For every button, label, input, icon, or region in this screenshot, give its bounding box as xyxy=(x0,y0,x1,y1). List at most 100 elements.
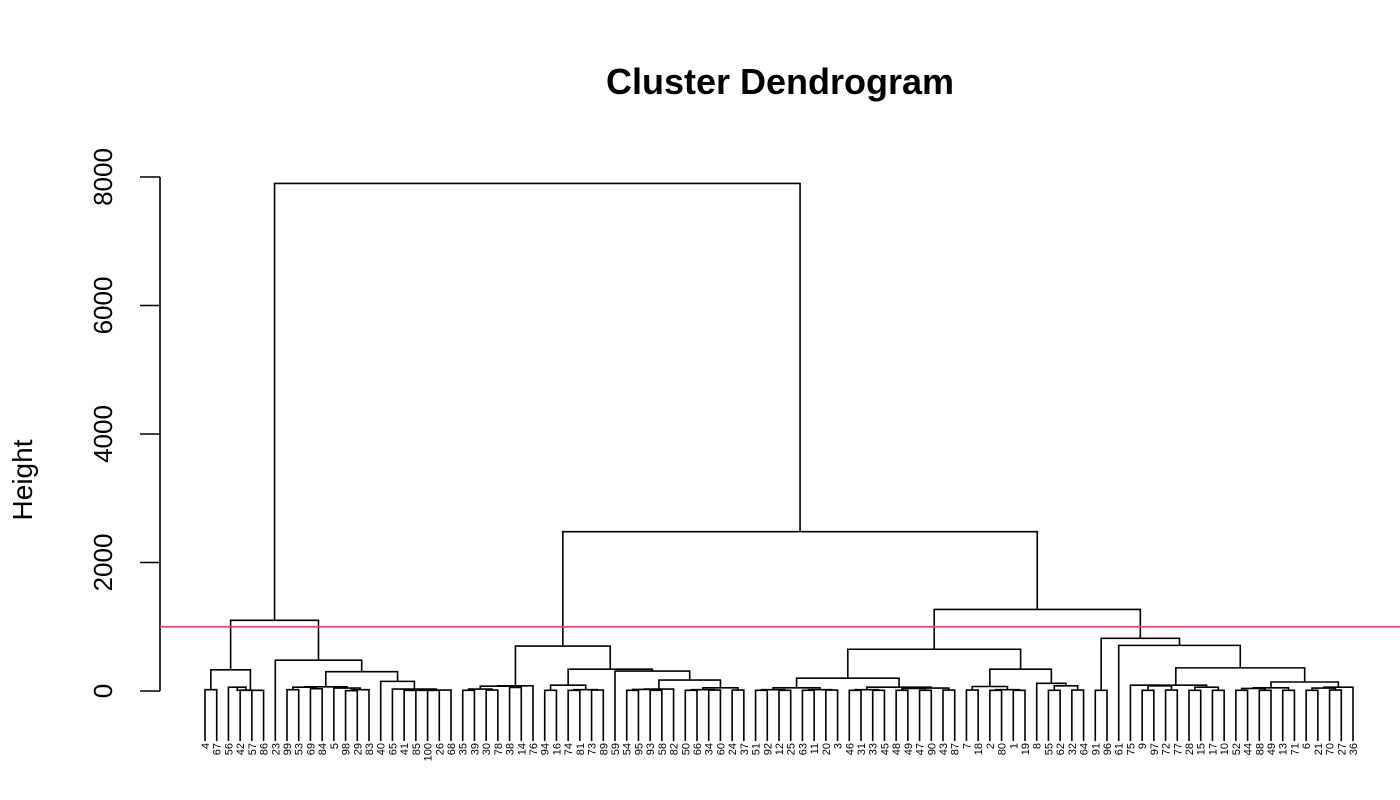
dendrogram-link xyxy=(643,688,675,741)
dendrogram-link xyxy=(871,689,886,741)
leaf-label: 1 xyxy=(1008,743,1020,749)
leaf-label: 82 xyxy=(669,743,681,755)
dendrogram-link xyxy=(1328,689,1343,741)
dendrogram-link xyxy=(942,689,956,741)
dendrogram-link xyxy=(989,689,1003,741)
dendrogram-link xyxy=(965,689,979,741)
leaf-label: 58 xyxy=(657,743,669,755)
leaf-label: 7 xyxy=(961,743,973,749)
leaf-label: 26 xyxy=(434,743,446,755)
dendrogram-link xyxy=(649,689,663,741)
leaf-label: 77 xyxy=(1172,743,1184,755)
dendrogram-link xyxy=(1145,684,1208,688)
leaf-label: 85 xyxy=(411,743,423,755)
leaf-label: 21 xyxy=(1313,743,1325,755)
leaf-label: 42 xyxy=(235,743,247,755)
leaf-label: 90 xyxy=(926,743,938,755)
leaf-label: 49 xyxy=(1266,743,1278,755)
leaf-label: 19 xyxy=(1020,743,1032,755)
leaf-label: 86 xyxy=(259,743,271,755)
leaf-label: 76 xyxy=(528,743,540,755)
dendrogram-link xyxy=(847,648,1022,679)
leaf-label: 13 xyxy=(1278,743,1290,755)
dendrogram-link xyxy=(848,689,862,741)
dendrogram-link xyxy=(1188,689,1202,741)
dendrogram-link xyxy=(273,182,801,621)
leaf-label: 10 xyxy=(1219,743,1231,755)
dendrogram-link xyxy=(1047,689,1061,741)
dendrogram-link xyxy=(754,689,769,741)
leaf-label: 73 xyxy=(587,743,599,755)
leaf-label: 6 xyxy=(1301,743,1313,749)
leaf-label: 39 xyxy=(469,743,481,755)
dendrogram-link xyxy=(1164,689,1179,741)
leaf-label: 43 xyxy=(938,743,950,755)
leaf-label: 15 xyxy=(1196,743,1208,755)
dendrogram-link xyxy=(1235,689,1249,741)
leaf-label: 83 xyxy=(364,743,376,755)
leaf-label: 56 xyxy=(223,743,235,755)
leaf-label: 33 xyxy=(868,743,880,755)
leaf-label: 74 xyxy=(563,743,575,755)
dendrogram-link xyxy=(625,689,640,741)
leaf-label: 31 xyxy=(856,743,868,755)
dendrogram-link xyxy=(778,689,792,741)
dendrogram-link xyxy=(350,688,370,741)
leaf-label: 71 xyxy=(1289,743,1301,755)
leaf-label: 61 xyxy=(1114,743,1126,755)
leaf-label: 23 xyxy=(270,743,282,755)
dendrogram-link xyxy=(420,689,452,741)
dendrogram-link xyxy=(461,689,476,741)
dendrogram-link xyxy=(658,679,722,690)
dendrogram-link xyxy=(631,688,657,691)
dendrogram-link xyxy=(204,688,218,741)
dendrogram-link xyxy=(333,687,362,741)
leaf-label: 80 xyxy=(997,743,1009,755)
leaf-label: 27 xyxy=(1336,743,1348,755)
leaf-label: 67 xyxy=(212,743,224,755)
dendrogram-link xyxy=(760,688,786,691)
leaf-label: 89 xyxy=(598,743,610,755)
leaf-label: 38 xyxy=(505,743,517,755)
leaf-label: 52 xyxy=(1231,743,1243,755)
dendrogram-link xyxy=(325,670,399,687)
leaf-label: 44 xyxy=(1243,743,1255,755)
y-axis-label: Height xyxy=(7,439,38,520)
leaf-label: 91 xyxy=(1090,743,1102,755)
leaf-label: 65 xyxy=(387,743,399,755)
leaf-label: 28 xyxy=(1184,743,1196,755)
leaf-label: 87 xyxy=(950,743,962,755)
leaf-label: 92 xyxy=(762,743,774,755)
dendrogram-link xyxy=(508,686,523,741)
chart-title: Cluster Dendrogram xyxy=(606,61,954,102)
leaf-label: 94 xyxy=(540,743,552,755)
dendrogram-link xyxy=(707,689,722,741)
leaf-label: 14 xyxy=(516,743,528,755)
dendrogram-link xyxy=(567,689,581,741)
leaf-label: 63 xyxy=(797,743,809,755)
dendrogram-link xyxy=(918,689,933,741)
dendrogram-link xyxy=(807,688,833,691)
leaf-label: 40 xyxy=(376,743,388,755)
leaf-label: 96 xyxy=(1102,743,1114,755)
dendrogram-link xyxy=(801,689,815,741)
leaf-label: 35 xyxy=(458,743,470,755)
dendrogram-link xyxy=(485,689,499,741)
dendrogram-link xyxy=(403,689,417,741)
leaf-label: 17 xyxy=(1207,743,1219,755)
dendrogram-link xyxy=(825,689,839,741)
leaf-label: 4 xyxy=(200,743,212,749)
leaf-label: 51 xyxy=(751,743,763,755)
dendrogram-link xyxy=(1281,689,1296,741)
leaf-label: 12 xyxy=(774,743,786,755)
y-tick-label: 0 xyxy=(88,684,118,698)
leaf-label: 29 xyxy=(352,743,364,755)
dendrogram-link xyxy=(971,685,1009,691)
dendrogram-link xyxy=(1305,689,1319,741)
leaf-label: 78 xyxy=(493,743,505,755)
leaf-label: 47 xyxy=(915,743,927,755)
leaf-label: 75 xyxy=(1125,743,1137,755)
dendrogram-link xyxy=(994,688,1020,691)
dendrogram-link xyxy=(1258,689,1272,741)
